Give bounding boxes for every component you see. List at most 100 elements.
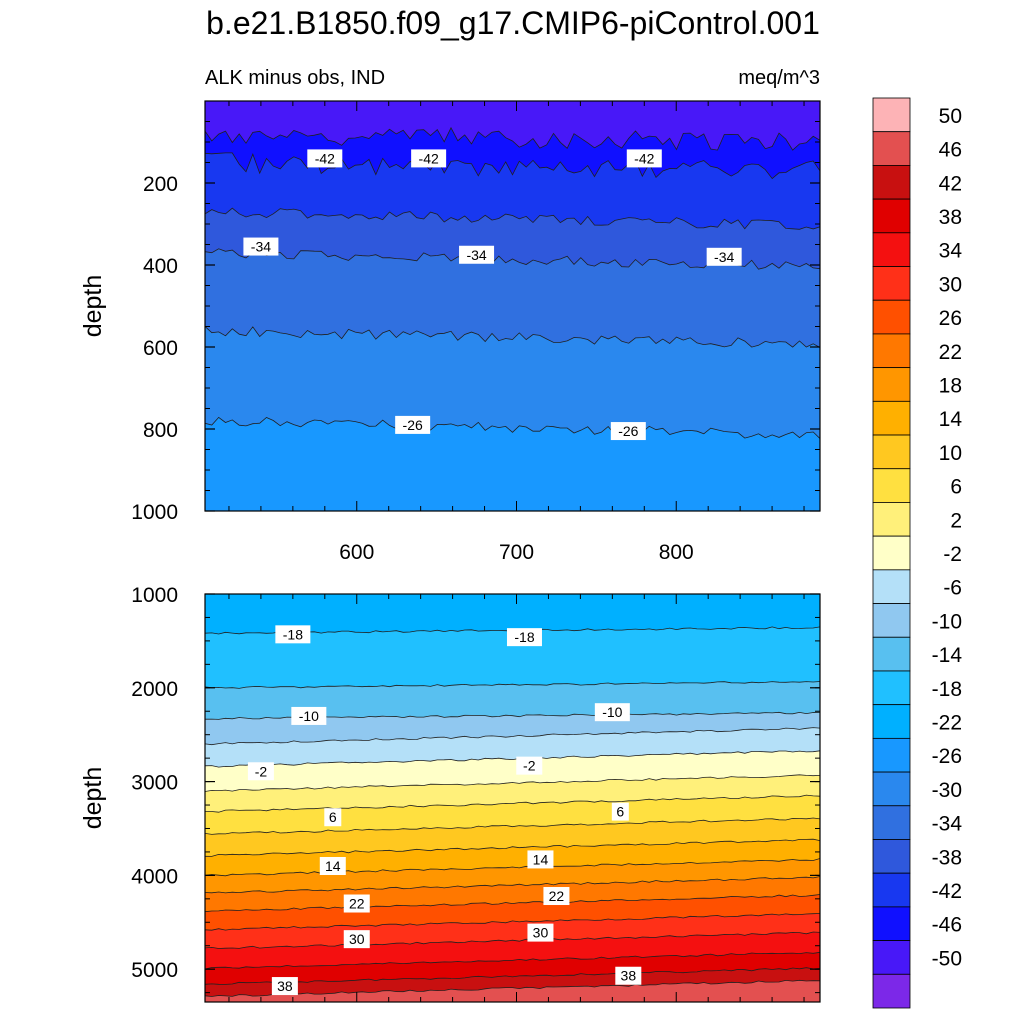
colorbar-label: -22 (932, 712, 962, 735)
contour-line (205, 774, 820, 792)
colorbar-label: 50 (939, 105, 962, 128)
colorbar-label: 6 (950, 476, 962, 499)
contour-label: 6 (611, 802, 629, 821)
svg-text:-10: -10 (602, 704, 622, 720)
contour-band (205, 858, 820, 893)
contour-band (205, 818, 820, 857)
svg-text:-34: -34 (466, 247, 486, 263)
colorbar-swatch (872, 198, 911, 234)
contour-label: -42 (307, 149, 343, 168)
svg-text:-34: -34 (251, 239, 271, 255)
contour-label: 22 (343, 894, 370, 913)
colorbar-swatch (872, 940, 911, 975)
colorbar-swatch (872, 670, 911, 706)
colorbar-label: 42 (939, 172, 962, 195)
contour-line (205, 858, 820, 877)
contour-line (205, 894, 820, 913)
upper-panel-contour-lines (205, 126, 820, 439)
y-tick-label: 600 (143, 337, 178, 360)
contour-band (205, 967, 820, 997)
contour-band (205, 774, 820, 813)
contour-line (205, 979, 820, 997)
contour-label: -2 (516, 756, 543, 775)
contour-line (205, 913, 820, 931)
contour-line (205, 817, 820, 835)
contour-band (205, 795, 820, 835)
y-tick-label: 400 (143, 255, 178, 278)
colorbar-label: -14 (932, 644, 963, 667)
colorbar-label: 22 (939, 341, 962, 364)
colorbar-label: -18 (932, 678, 962, 701)
lower-panel-frame (204, 593, 821, 1003)
svg-text:38: 38 (621, 968, 637, 984)
contour-label: 14 (319, 857, 346, 875)
svg-text:-42: -42 (315, 150, 335, 166)
contour-line (205, 126, 820, 151)
upper-panel-ticks: 200 400 600 800 1000 600 700 800 (131, 100, 820, 564)
contour-line (205, 750, 820, 768)
x-tick-label: 600 (339, 541, 374, 564)
contour-label: -18 (506, 628, 542, 647)
colorbar-label: -30 (932, 779, 962, 802)
upper-panel: -42 -42 -42 -34 -34 -34 -26 -26 200 400 600 800 100… (79, 100, 821, 564)
colorbar-label: -42 (932, 880, 962, 903)
colorbar-label: -2 (943, 543, 962, 566)
contour-line (205, 727, 820, 746)
colorbar-swatch (872, 367, 911, 402)
svg-text:-2: -2 (255, 763, 268, 779)
lower-panel: -18 -18 -10 -10 -2 -2 6 6 14 14 22 22 30 30 38 38 1000 2… (79, 584, 821, 1003)
colorbar-label: 46 (939, 139, 962, 162)
contour-band (205, 208, 820, 270)
contour-band (205, 594, 820, 634)
colorbar-swatch (872, 704, 911, 739)
figure-title: b.e21.B1850.f09_g17.CMIP6-piControl.001 (206, 5, 820, 41)
contour-line (205, 931, 820, 949)
colorbar-swatch (872, 131, 911, 166)
contour-band (205, 727, 820, 768)
y-tick-label: 1000 (131, 584, 178, 607)
svg-text:38: 38 (277, 978, 293, 994)
colorbar-swatch (872, 535, 911, 571)
contour-label: -2 (247, 762, 274, 781)
contour-band (205, 894, 820, 931)
contour-band (205, 127, 820, 179)
contour-label: 6 (324, 808, 342, 827)
colorbar-swatch (872, 333, 911, 369)
contour-line (205, 838, 820, 857)
lower-panel-ticks: 1000 2000 3000 4000 5000 (131, 584, 820, 1002)
colorbar-label: 14 (939, 408, 963, 431)
colorbar-swatch (872, 434, 911, 470)
colorbar-swatch (872, 805, 911, 840)
lower-ylabel: depth (79, 767, 107, 830)
contour-line (205, 207, 820, 230)
contour-label: 30 (527, 923, 554, 942)
contour-label: 22 (543, 887, 570, 906)
contour-line (205, 152, 820, 180)
colorbar-swatch (872, 299, 911, 335)
contour-label: -26 (395, 415, 431, 434)
contour-band (205, 712, 820, 745)
svg-text:-18: -18 (514, 629, 534, 645)
upper-panel-fills (205, 101, 820, 511)
colorbar-label: 30 (939, 273, 962, 296)
colorbar-swatch (872, 737, 911, 773)
contour-band (205, 101, 820, 151)
x-tick-label: 800 (659, 541, 694, 564)
y-tick-label: 1000 (131, 501, 178, 524)
colorbar: 50 46 42 38 34 30 26 22 18 14 10 6 2 -2 -6 -10 -14 -18 -22… (872, 97, 963, 1009)
svg-text:30: 30 (349, 931, 365, 947)
svg-text:-10: -10 (299, 708, 319, 724)
y-tick-label: 2000 (131, 678, 178, 701)
colorbar-label: -50 (932, 947, 962, 970)
svg-text:-18: -18 (283, 626, 303, 642)
colorbar-swatch (872, 973, 911, 1009)
contour-label: 30 (343, 930, 370, 949)
colorbar-label: 34 (939, 240, 963, 263)
contour-band (205, 417, 820, 511)
svg-text:-26: -26 (403, 417, 423, 433)
upper-panel-contour-labels: -42 -42 -42 -34 -34 -34 -26 -26 (243, 149, 742, 441)
colorbar-swatch (872, 97, 911, 133)
contour-label: 38 (271, 977, 298, 996)
contour-label: -18 (275, 625, 311, 644)
svg-text:30: 30 (533, 925, 549, 941)
